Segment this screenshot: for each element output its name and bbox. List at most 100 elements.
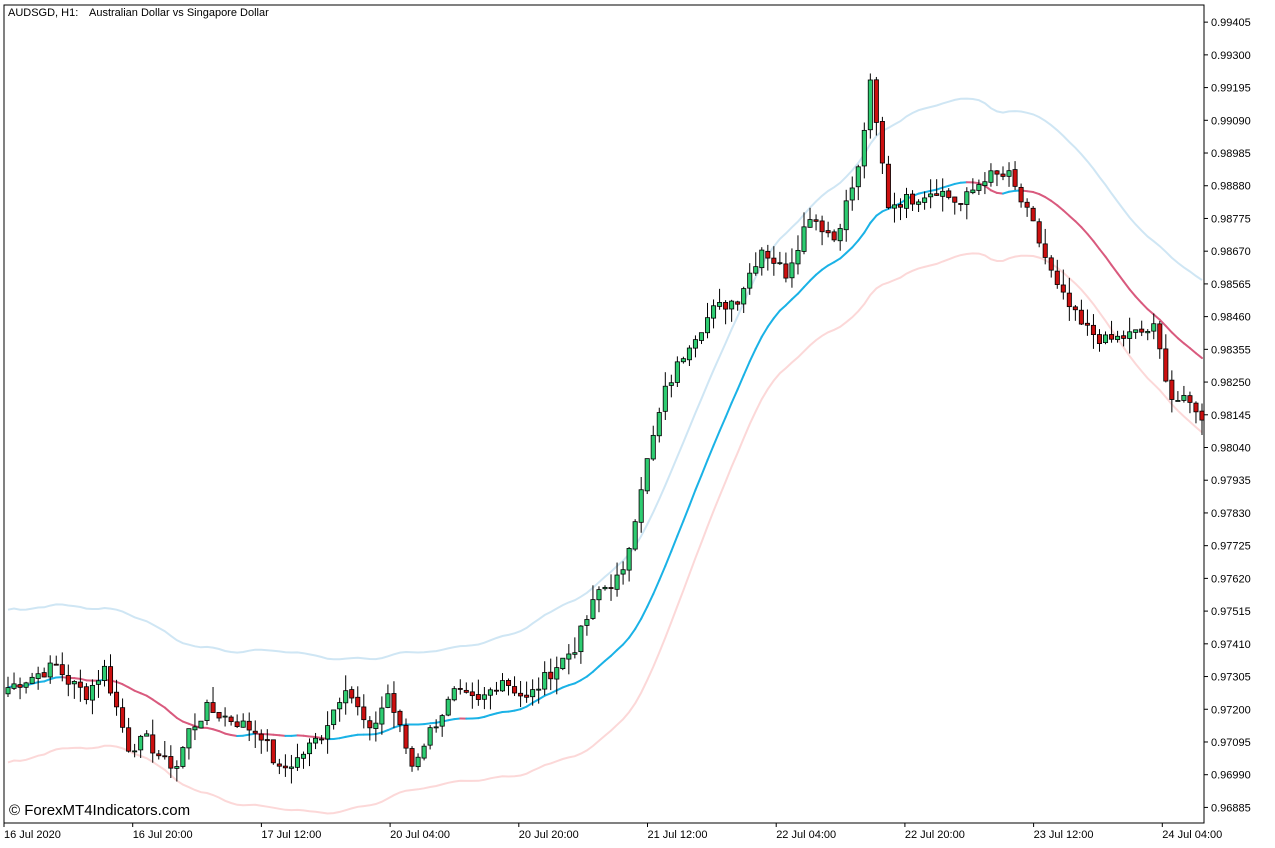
candle-body — [970, 189, 976, 194]
candle-body — [626, 548, 632, 571]
candle-body — [270, 739, 276, 764]
moving-average-segment — [579, 675, 588, 682]
candle — [765, 244, 771, 271]
candle — [29, 672, 35, 684]
candle — [174, 760, 180, 782]
moving-average-segment — [507, 709, 516, 713]
candle — [952, 196, 958, 215]
candle — [487, 687, 493, 710]
moving-average-segment — [1146, 308, 1155, 316]
candle-body — [156, 753, 162, 757]
moving-average-segment — [941, 184, 950, 189]
candle — [789, 248, 795, 288]
candle — [1109, 320, 1115, 343]
moving-average-segment — [537, 694, 546, 701]
candle — [928, 179, 934, 209]
candle-body — [1187, 395, 1193, 403]
moving-average-segment — [573, 679, 582, 685]
candle — [59, 652, 65, 682]
candle — [934, 179, 940, 196]
candle — [976, 179, 982, 195]
candle-body — [843, 200, 849, 231]
candle — [1012, 161, 1018, 191]
moving-average-segment — [368, 733, 377, 736]
candle-body — [349, 689, 355, 699]
candle — [427, 725, 433, 750]
candle — [1151, 313, 1157, 340]
moving-average-segment — [604, 654, 613, 662]
moving-average-segment — [549, 689, 558, 695]
candle — [988, 163, 994, 187]
moving-average-segment — [1134, 295, 1143, 305]
candle-body — [433, 726, 439, 729]
candle-body — [1181, 395, 1187, 401]
candle-body — [1012, 169, 1018, 187]
moving-average-segment — [953, 181, 962, 185]
moving-average-segment — [230, 734, 239, 738]
candle — [536, 677, 542, 704]
candle — [385, 684, 391, 709]
candle-body — [813, 219, 819, 222]
moving-average-segment — [302, 734, 311, 738]
moving-average-segment — [995, 191, 1004, 195]
moving-average-segment — [1152, 313, 1161, 321]
candle — [1024, 198, 1030, 217]
moving-average-segment — [278, 734, 287, 737]
price-tick-label: 0.98880 — [1211, 181, 1251, 193]
candle — [71, 680, 77, 699]
candle — [379, 696, 385, 735]
candle-body — [638, 489, 644, 523]
moving-average-segment — [622, 636, 631, 646]
candle-body — [192, 726, 198, 731]
candle-body — [71, 681, 77, 685]
time-tick-label: 16 Jul 20:00 — [133, 829, 193, 841]
candle-body — [1121, 335, 1127, 339]
candle — [747, 263, 753, 295]
candle — [1030, 206, 1036, 222]
candle — [222, 707, 228, 727]
moving-average-segment — [206, 726, 215, 731]
lower-band-line — [7, 252, 1203, 815]
candle-body — [1072, 306, 1078, 311]
candle — [41, 667, 47, 678]
moving-average-segment — [314, 736, 323, 739]
candle — [307, 738, 313, 767]
candle-body — [17, 684, 23, 688]
moving-average-segment — [772, 309, 781, 320]
candle-body — [1042, 243, 1048, 258]
candle-body — [1096, 334, 1102, 345]
candle — [662, 372, 668, 420]
candle — [1121, 330, 1127, 347]
moving-average-segment — [803, 279, 812, 289]
candle — [1018, 183, 1024, 208]
moving-average-segment — [833, 257, 842, 264]
candle-body — [867, 79, 873, 131]
candle — [698, 332, 704, 345]
candle-body — [879, 121, 885, 164]
candle — [1157, 320, 1163, 359]
candle — [717, 288, 723, 310]
candle-body — [325, 725, 331, 740]
candle — [451, 686, 457, 702]
candle — [1078, 299, 1084, 326]
candle-body — [180, 747, 186, 767]
price-tick-label: 0.97830 — [1211, 508, 1251, 520]
candle-body — [988, 170, 994, 183]
candle-body — [831, 231, 837, 241]
candle-body — [1066, 292, 1072, 308]
candle-body — [530, 689, 536, 698]
candle-body — [994, 170, 1000, 175]
moving-average-segment — [242, 733, 251, 737]
candle — [433, 719, 439, 733]
candle-body — [506, 680, 512, 686]
candle — [686, 345, 692, 366]
candle — [138, 734, 144, 758]
chart-description: Australian Dollar vs Singapore Dollar — [89, 7, 269, 19]
candle-body — [108, 666, 114, 694]
candle — [319, 735, 325, 745]
candle-body — [789, 262, 795, 279]
candle — [711, 299, 717, 329]
candle-body — [1145, 331, 1151, 334]
moving-average-segment — [429, 721, 438, 725]
